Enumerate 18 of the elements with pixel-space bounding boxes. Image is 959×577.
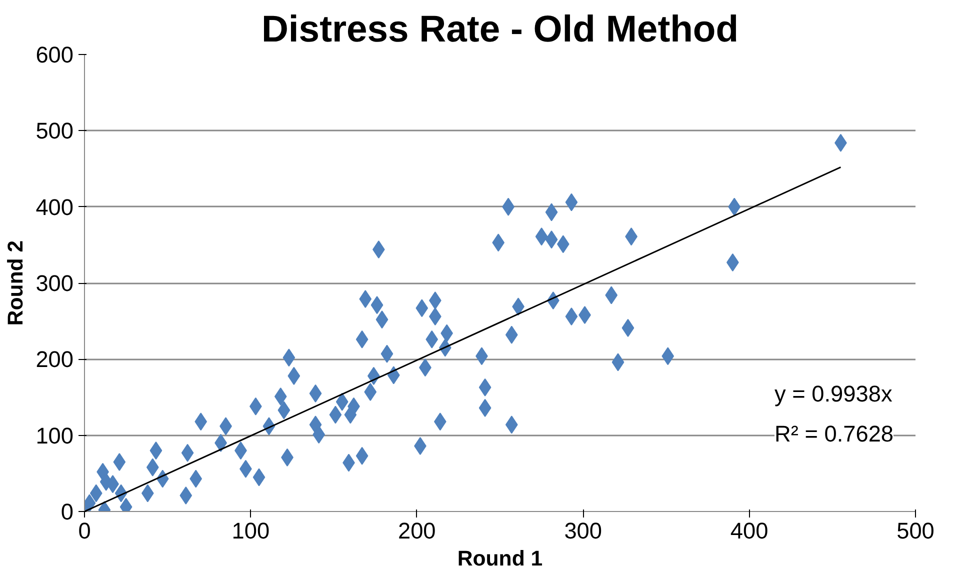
y-tick-label: 200 bbox=[36, 346, 74, 372]
y-tick-label: 600 bbox=[36, 42, 74, 68]
y-tick-label: 0 bbox=[60, 498, 74, 524]
annotation: y = 0.9938x bbox=[774, 380, 893, 406]
x-tick-label: 400 bbox=[730, 518, 768, 544]
y-tick-label: 300 bbox=[36, 270, 74, 296]
y-tick-label: 100 bbox=[36, 422, 74, 448]
y-axis-title: Round 2 bbox=[4, 240, 28, 326]
x-tick-label: 100 bbox=[232, 518, 270, 544]
x-tick-label: 200 bbox=[398, 518, 436, 544]
x-tick-label: 300 bbox=[564, 518, 602, 544]
annotation: R² = 0.7628 bbox=[774, 420, 894, 446]
x-axis-title: Round 1 bbox=[457, 546, 543, 570]
x-tick-label: 0 bbox=[78, 518, 91, 544]
x-tick-label: 500 bbox=[896, 518, 934, 544]
y-tick-label: 400 bbox=[36, 194, 74, 220]
y-tick-label: 500 bbox=[36, 118, 74, 144]
chart-title: Distress Rate - Old Method bbox=[261, 8, 739, 50]
